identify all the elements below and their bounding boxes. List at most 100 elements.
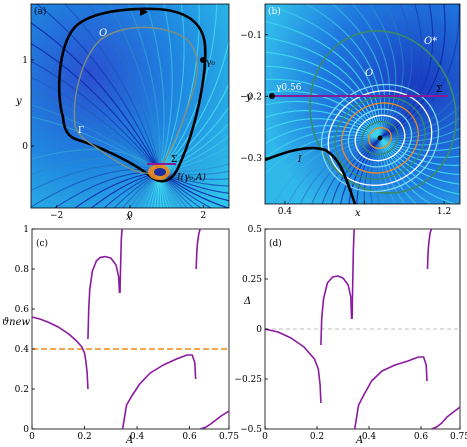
flow-line	[379, 127, 460, 142]
spiral-loop	[347, 108, 413, 168]
flow-line	[311, 137, 381, 204]
flow-line	[108, 4, 161, 173]
panel-c-label: (c)	[36, 238, 48, 249]
flow-line	[265, 65, 381, 139]
flow-line	[379, 105, 460, 139]
flow-line	[31, 22, 161, 173]
flow-line	[31, 116, 161, 173]
flow-line	[53, 171, 161, 208]
label-Sigma-b: Σ	[436, 85, 442, 95]
flow-line	[159, 4, 200, 173]
flow-line	[321, 137, 381, 204]
flow-line	[139, 171, 161, 208]
flow-line	[299, 137, 381, 204]
flow-line	[159, 171, 172, 208]
flow-line	[265, 78, 381, 139]
label-Ostar: O*	[424, 36, 437, 47]
flow-line	[90, 171, 161, 208]
panel-d-label: (d)	[269, 238, 282, 249]
panel-a: (a) O γ₀ Γ Σ I(γ₀,A) −2 0 2 0 1 x y	[15, 3, 230, 223]
flow-line	[159, 38, 229, 173]
x-tick-label: 2	[200, 211, 206, 221]
label-I-b: I	[297, 155, 302, 165]
flow-line	[379, 4, 423, 139]
flow-line	[159, 171, 229, 208]
y-tick-label: 1	[22, 56, 28, 66]
series-branch-4	[121, 354, 197, 429]
curve-Gamma	[73, 26, 199, 174]
flow-line	[379, 137, 433, 204]
flow-line	[143, 171, 161, 208]
panel-d: (d) A Δ 0 0.2 0.4 0.6 0.75 −0.5 −0.25 0 0.25 0.5	[234, 225, 467, 446]
label-Gamma: Γ	[78, 126, 84, 136]
panel-a-orbits	[57, 7, 207, 183]
orbit-arrow	[140, 8, 148, 16]
panel-d-xlabel: A	[355, 435, 363, 446]
flow-line	[368, 4, 397, 139]
flow-line	[159, 4, 173, 173]
equilibrium-point	[377, 135, 383, 141]
flow-line	[31, 42, 161, 173]
label-Sigma: Σ	[171, 155, 177, 165]
flow-line	[159, 171, 184, 208]
curve-Ostar	[309, 30, 457, 194]
series-branch-5	[195, 229, 201, 270]
x-tick-label: 0	[127, 211, 133, 221]
y-tick-label: −0.3	[240, 154, 262, 164]
flow-line	[103, 171, 161, 208]
flow-line	[348, 137, 381, 204]
flow-line	[356, 137, 381, 204]
panel-b-frame	[264, 3, 461, 205]
flow-line	[331, 137, 381, 204]
flow-line	[147, 171, 161, 208]
flow-line	[159, 171, 229, 187]
y-tick-label: 0	[23, 425, 29, 435]
series-branch-5	[426, 229, 433, 270]
flow-line	[31, 60, 161, 173]
flow-line	[159, 171, 229, 202]
label-gamma0: γ₀	[206, 58, 215, 68]
panel-a-xlabel: x	[126, 212, 132, 223]
spiral-loop	[334, 96, 426, 180]
flow-line	[159, 171, 165, 208]
point-gamma-056	[269, 93, 275, 99]
series-branch-1	[32, 316, 89, 390]
flow-line	[159, 171, 179, 208]
flow-line	[265, 51, 381, 139]
y-tick-label: −0.1	[240, 31, 262, 41]
flow-line	[379, 4, 446, 139]
flow-line	[31, 104, 161, 173]
label-O: O	[99, 28, 107, 39]
label-gamma-056: γ0.56	[276, 83, 302, 93]
spiral-loop	[361, 120, 399, 156]
flow-line	[134, 171, 161, 208]
y-tick-label: −0.25	[234, 375, 262, 385]
flow-line	[31, 157, 161, 176]
panel-c-ylabel: ϑnew	[2, 317, 31, 328]
series-branch-3	[351, 229, 355, 320]
flow-line	[74, 171, 161, 208]
spiral-loop	[320, 83, 440, 193]
flow-line	[379, 117, 460, 140]
flow-line	[379, 137, 407, 204]
x-tick-label: 0	[29, 432, 35, 442]
y-tick-label: 0	[256, 325, 262, 335]
x-tick-label: 0.6	[182, 432, 197, 442]
flow-line	[379, 90, 460, 139]
flow-line	[31, 76, 161, 173]
flow-line	[379, 4, 434, 139]
flow-line	[265, 136, 381, 196]
panel-b-ylabel: y	[245, 92, 252, 103]
y-tick-label: 0.2	[15, 385, 29, 395]
panel-a-ticks: −2 0 2 0 1	[22, 56, 206, 221]
x-tick-label: 1.2	[437, 207, 451, 217]
x-tick-label: 0.4	[362, 432, 377, 442]
x-tick-label: 0.75	[450, 432, 467, 442]
panel-b-label: (b)	[268, 6, 281, 17]
flow-line	[379, 137, 460, 146]
y-tick-label: 1	[23, 225, 29, 235]
flow-line	[159, 82, 229, 173]
x-tick-label: 0.75	[219, 432, 239, 442]
x-tick-label: 0.4	[278, 207, 293, 217]
